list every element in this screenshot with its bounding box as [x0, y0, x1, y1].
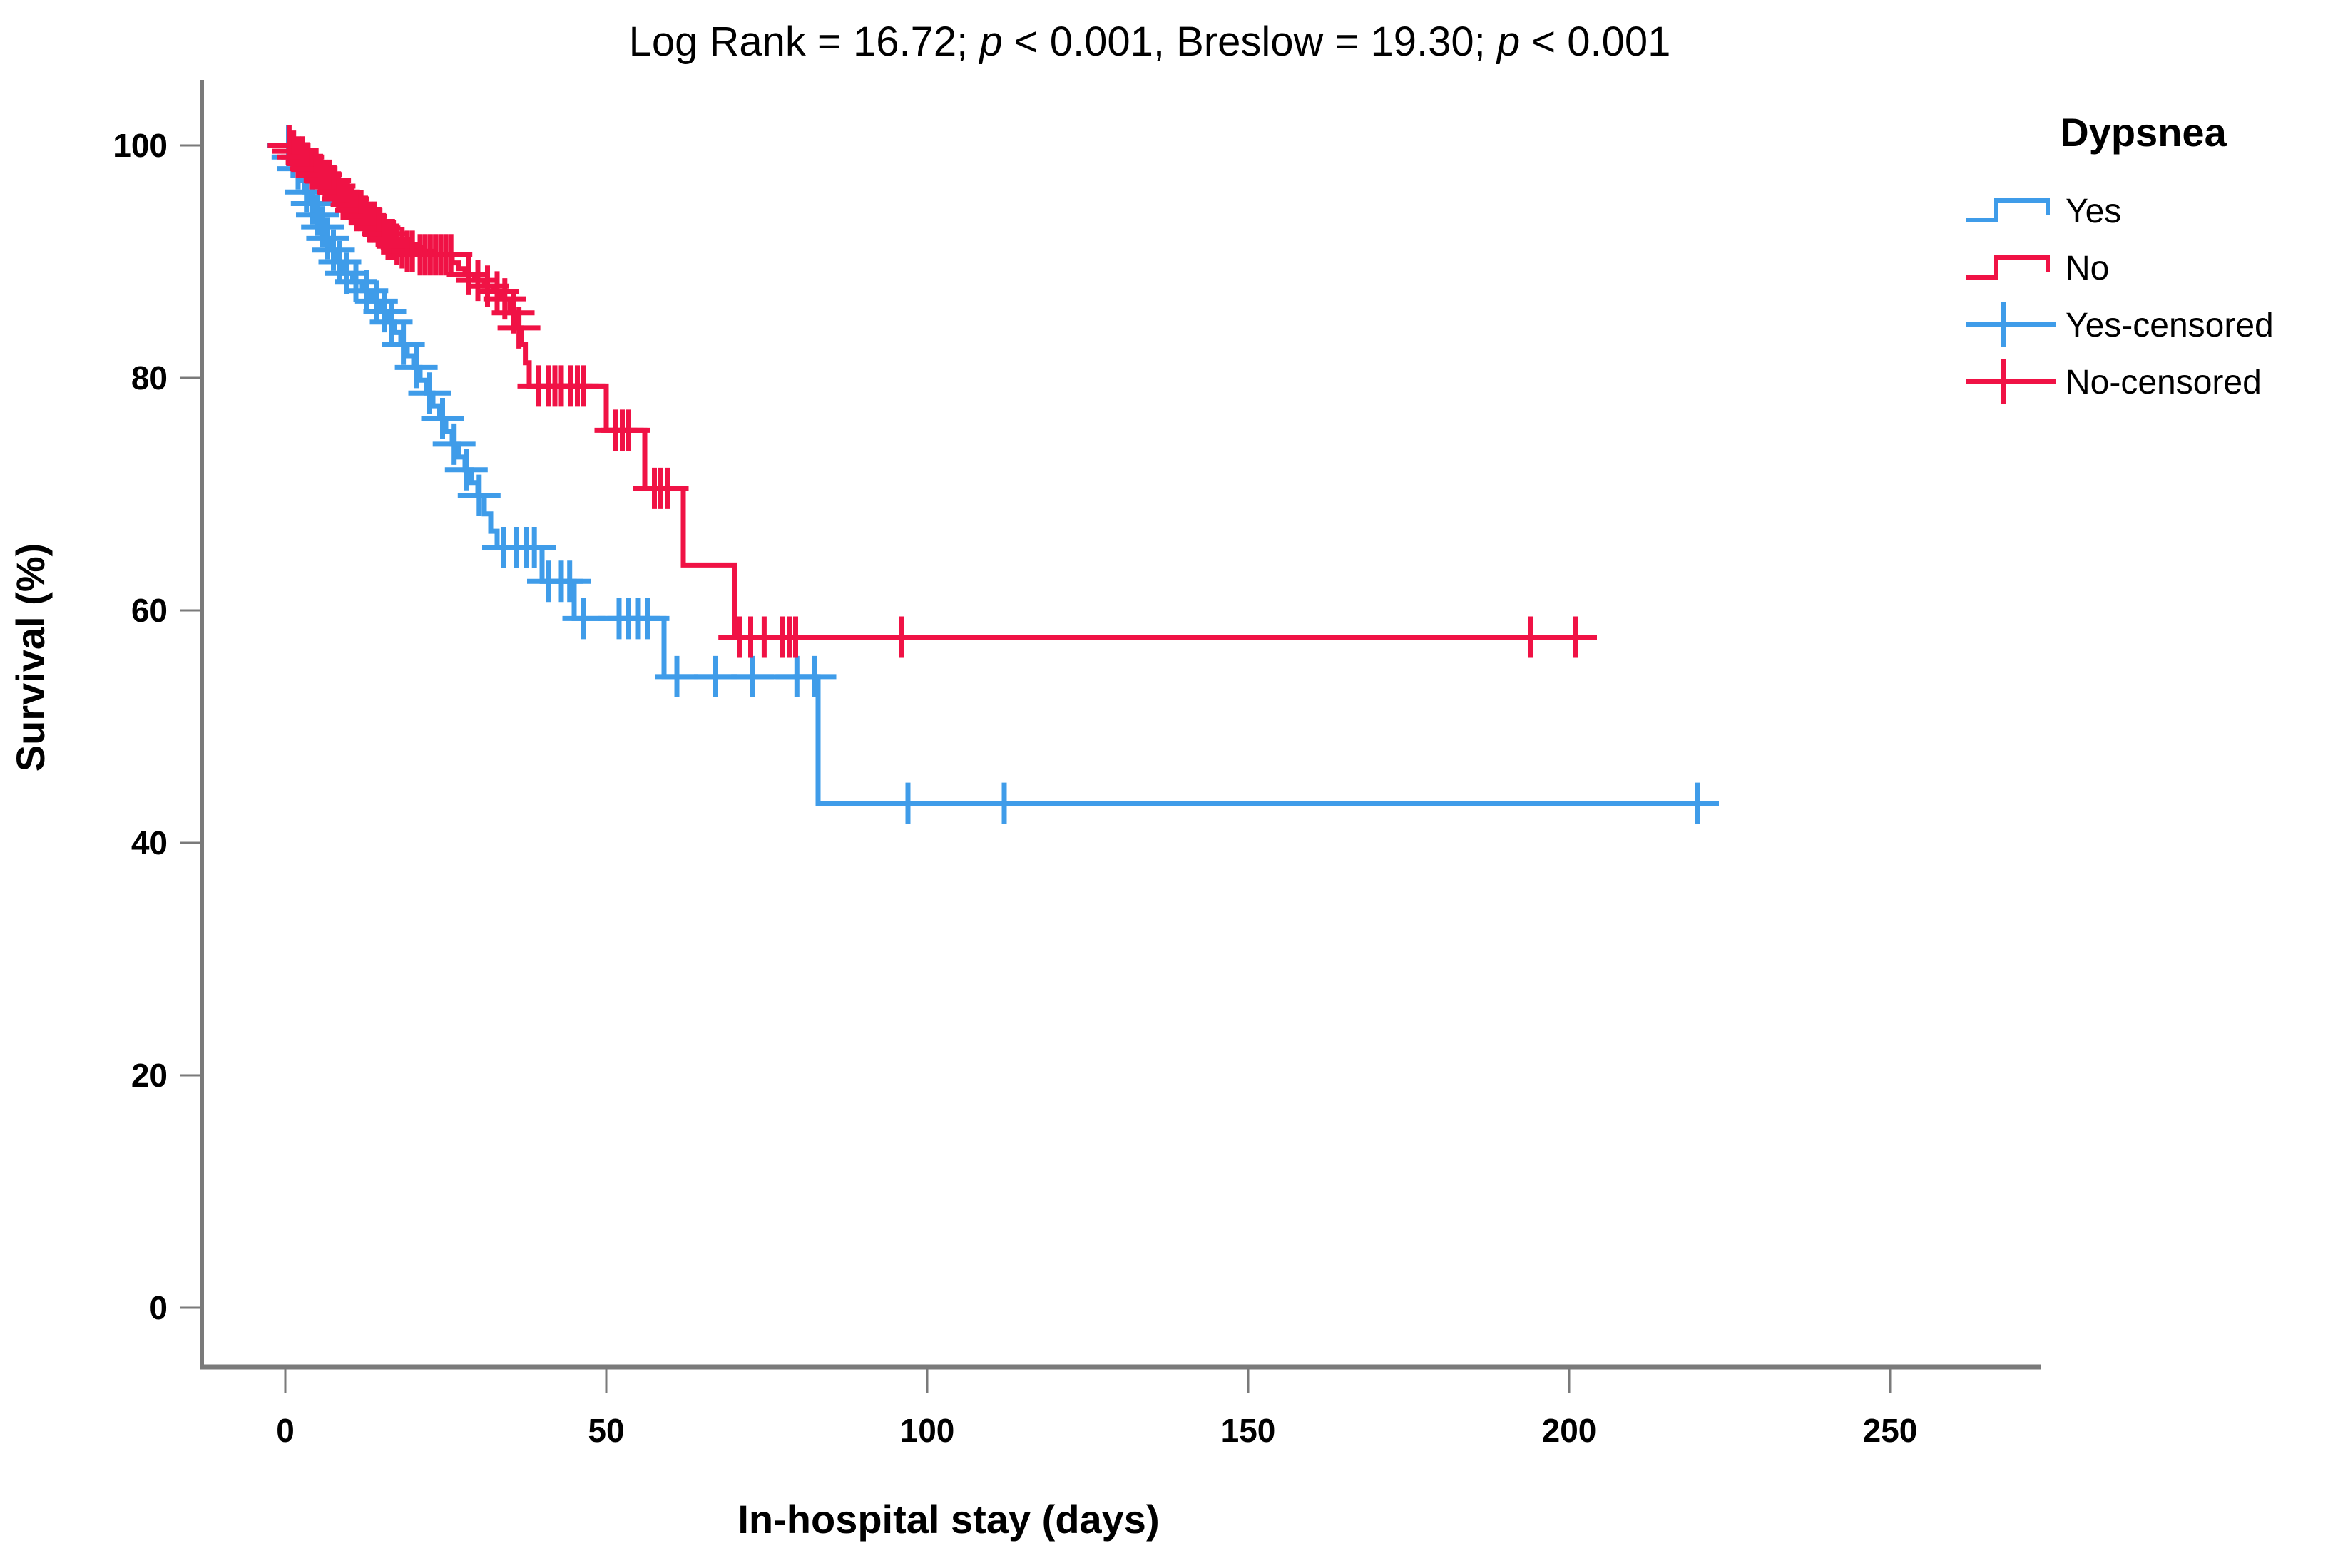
censor-mark-yes	[887, 782, 929, 824]
chart-title-segment: Log Rank = 16.72;	[629, 19, 980, 65]
y-tick-label: 100	[113, 127, 168, 164]
censor-mark-no	[476, 271, 519, 313]
censor-mark-yes	[655, 655, 698, 697]
x-tick-label: 250	[1863, 1412, 1918, 1449]
censor-mark-yes	[354, 280, 398, 322]
legend-step-glyph	[1966, 255, 2050, 280]
chart-title: Log Rank = 16.72; p < 0.001, Breslow = 1…	[629, 19, 1671, 65]
censor-mark-yes	[408, 372, 451, 414]
y-tick-label: 20	[131, 1057, 168, 1094]
censor-mark-yes	[345, 270, 389, 312]
y-tick-label: 0	[149, 1289, 168, 1326]
censor-mark-yes	[444, 449, 488, 491]
censor-mark-no	[880, 616, 923, 658]
legend-title: Dypsnea	[2060, 110, 2227, 155]
censor-mark-yes	[626, 598, 670, 640]
censor-mark-no	[1554, 616, 1597, 658]
chart-title-segment: p	[1496, 19, 1520, 65]
censor-mark-no	[456, 260, 499, 302]
legend-entry-yes-censored: Yes-censored	[1966, 302, 2274, 347]
legend-step-glyph	[1966, 198, 2050, 222]
censor-mark-yes	[694, 655, 737, 697]
censor-mark-yes	[1676, 782, 1719, 824]
x-tick-label: 100	[900, 1412, 955, 1449]
y-tick-label: 80	[131, 359, 168, 396]
censor-mark-yes	[421, 398, 464, 440]
censor-mark-no	[562, 365, 606, 407]
legend-entry-label: Yes-censored	[2066, 307, 2274, 344]
chart-title-segment: < 0.001, Breslow = 19.30;	[1003, 19, 1497, 65]
chart-title-segment: p	[978, 19, 1002, 65]
censor-mark-yes	[325, 252, 368, 294]
y-tick-label: 60	[131, 592, 168, 629]
censor-mark-yes	[369, 301, 413, 343]
x-tick-label: 50	[588, 1412, 624, 1449]
censor-mark-no	[607, 409, 650, 451]
legend-entry-yes: Yes	[1966, 193, 2121, 230]
y-tick-label: 40	[131, 824, 168, 861]
censor-mark-yes	[983, 782, 1026, 824]
y-axis-label: Survival (%)	[8, 543, 53, 772]
chart-title-segment: < 0.001	[1520, 19, 1670, 65]
legend-entries: Yes No Yes-censored No-censored	[1966, 193, 2274, 404]
censor-mark-no	[1509, 616, 1552, 658]
censor-mark-yes	[457, 474, 501, 516]
km-curve-yes	[285, 143, 1710, 806]
censor-mark-yes	[548, 560, 591, 603]
censor-mark-yes	[731, 655, 775, 697]
censor-mark-no	[429, 234, 473, 276]
x-tick-label: 200	[1542, 1412, 1597, 1449]
km-curve-no	[285, 143, 1588, 640]
censor-mark-yes	[432, 423, 476, 465]
legend-entry-label: Yes	[2066, 193, 2121, 230]
km-curves	[267, 125, 1719, 824]
legend: Dypsnea Yes No Yes-censored No-censored	[1966, 110, 2274, 404]
censor-mark-yes	[335, 260, 377, 302]
legend-entry-no: No	[1966, 250, 2109, 287]
censor-mark-no	[645, 467, 689, 509]
censor-mark-yes	[363, 291, 407, 333]
x-tick-label: 150	[1221, 1412, 1276, 1449]
legend-entry-no-censored: No-censored	[1966, 359, 2262, 404]
x-tick-label: 0	[276, 1412, 295, 1449]
legend-entry-label: No	[2066, 250, 2109, 287]
censor-mark-no	[380, 227, 424, 269]
censor-mark-yes	[513, 526, 556, 568]
legend-entry-label: No-censored	[2066, 364, 2262, 401]
censor-mark-no	[497, 307, 541, 349]
axes: 0 20 40 60 80 100 0 50 100 150 200 250	[113, 80, 2041, 1449]
x-axis-label: In-hospital stay (days)	[737, 1497, 1159, 1542]
censor-mark-no	[774, 616, 817, 658]
censor-mark-yes	[793, 655, 837, 697]
censor-mark-yes	[382, 323, 425, 365]
censor-mark-yes	[394, 347, 438, 389]
